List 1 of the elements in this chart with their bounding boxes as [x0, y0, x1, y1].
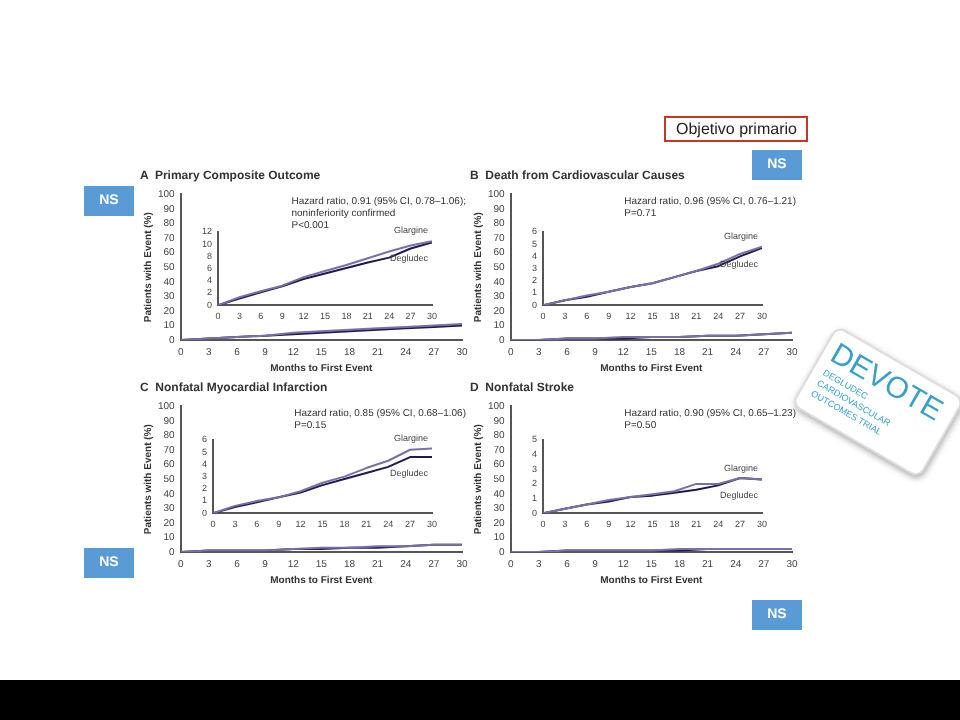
text: Objetivo primario: [664, 116, 809, 142]
